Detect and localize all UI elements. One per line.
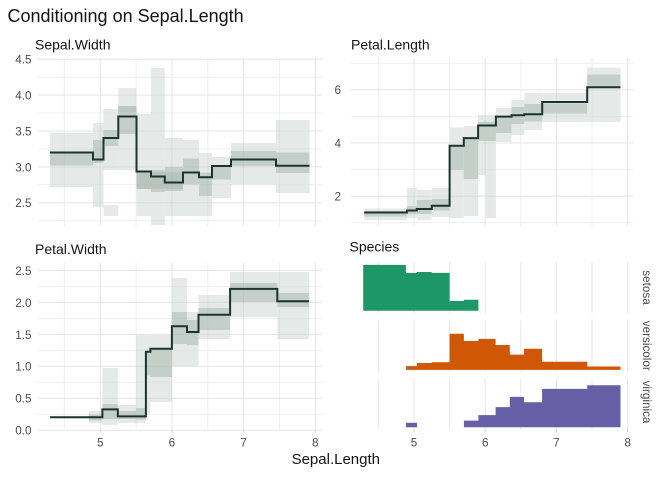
svg-text:3.0: 3.0 [15, 161, 32, 174]
svg-text:Petal.Length: Petal.Length [351, 37, 430, 53]
svg-text:5: 5 [411, 436, 418, 449]
svg-text:7: 7 [240, 436, 247, 449]
svg-text:6: 6 [482, 436, 489, 449]
svg-text:6: 6 [169, 436, 176, 449]
svg-text:2.5: 2.5 [15, 265, 32, 278]
svg-text:8: 8 [312, 436, 319, 449]
svg-text:4.5: 4.5 [15, 54, 32, 67]
svg-text:versicolor: versicolor [640, 321, 653, 371]
svg-text:virginica: virginica [640, 381, 653, 424]
svg-text:1.0: 1.0 [15, 361, 32, 374]
svg-text:Sepal.Width: Sepal.Width [35, 37, 110, 53]
svg-text:Petal.Width: Petal.Width [35, 241, 107, 257]
svg-text:2: 2 [334, 191, 341, 204]
svg-text:8: 8 [624, 436, 631, 449]
svg-text:6: 6 [334, 84, 341, 97]
svg-text:0.5: 0.5 [15, 393, 32, 406]
svg-text:2.5: 2.5 [15, 197, 32, 210]
svg-text:7: 7 [553, 436, 560, 449]
svg-text:3.5: 3.5 [15, 125, 32, 138]
svg-text:4: 4 [334, 137, 341, 150]
svg-text:1.5: 1.5 [15, 329, 32, 342]
svg-text:Conditioning on Sepal.Length: Conditioning on Sepal.Length [8, 6, 244, 26]
svg-text:Sepal.Length: Sepal.Length [292, 451, 380, 468]
svg-text:5: 5 [97, 436, 104, 449]
svg-text:2.0: 2.0 [15, 297, 32, 310]
svg-text:Species: Species [350, 239, 400, 255]
svg-text:4.0: 4.0 [15, 90, 32, 103]
svg-text:0.0: 0.0 [15, 425, 32, 438]
svg-text:setosa: setosa [640, 270, 653, 305]
